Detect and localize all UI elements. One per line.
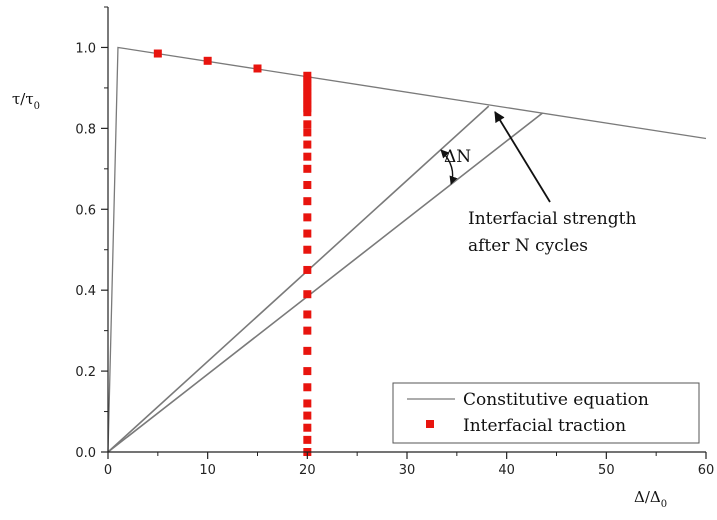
traction-point bbox=[303, 245, 312, 254]
traction-point bbox=[303, 83, 312, 92]
traction-point bbox=[303, 79, 312, 88]
traction-point bbox=[303, 128, 312, 137]
svg-text:Δ/Δ0: Δ/Δ0 bbox=[634, 488, 667, 510]
traction-point bbox=[303, 108, 312, 117]
traction-point bbox=[303, 140, 312, 149]
y-axis-label: τ/τ0 bbox=[12, 90, 40, 112]
x-tick-label: 0 bbox=[104, 463, 112, 478]
legend: Constitutive equation Interfacial tracti… bbox=[392, 382, 700, 444]
traction-point bbox=[303, 96, 312, 105]
traction-point bbox=[303, 181, 312, 189]
traction-point bbox=[303, 104, 312, 113]
traction-point bbox=[303, 152, 312, 161]
traction-point bbox=[303, 265, 312, 274]
series-line-constitutive bbox=[107, 46, 707, 453]
strength-label-line2: after N cycles bbox=[468, 236, 588, 256]
traction-point bbox=[303, 310, 312, 319]
x-tick-label: 40 bbox=[498, 463, 515, 478]
legend-box bbox=[392, 382, 700, 444]
traction-point bbox=[303, 290, 312, 299]
y-tick-label: 0.8 bbox=[75, 122, 96, 137]
traction-point bbox=[303, 213, 312, 222]
strength-pointer-arrow bbox=[494, 111, 551, 203]
x-axis-label: Δ/Δ0 bbox=[634, 488, 667, 510]
x-tick-label: 50 bbox=[598, 463, 615, 478]
traction-point bbox=[303, 75, 312, 84]
traction-point bbox=[303, 346, 312, 355]
traction-point bbox=[303, 423, 312, 432]
traction-point bbox=[303, 326, 312, 335]
traction-point bbox=[303, 87, 312, 96]
y-tick-label: 0.2 bbox=[75, 365, 96, 380]
plot-area bbox=[107, 46, 707, 456]
y-tick-label: 0.0 bbox=[75, 446, 96, 461]
legend-marker-swatch bbox=[426, 420, 434, 428]
traction-point bbox=[253, 64, 262, 73]
traction-point bbox=[303, 399, 312, 408]
y-tick-label: 1.0 bbox=[75, 41, 96, 56]
traction-point bbox=[303, 92, 312, 100]
x-tick-label: 30 bbox=[399, 463, 416, 478]
y-tick-label: 0.4 bbox=[75, 284, 96, 299]
legend-label-constitutive: Constitutive equation bbox=[463, 390, 649, 410]
traction-point bbox=[303, 367, 312, 376]
svg-text:τ/τ0: τ/τ0 bbox=[12, 90, 40, 112]
x-tick-label: 10 bbox=[199, 463, 216, 478]
traction-point bbox=[303, 100, 312, 109]
delta-n-arc bbox=[440, 149, 458, 185]
x-tick-label: 20 bbox=[299, 463, 316, 478]
unloading-line-2 bbox=[107, 112, 544, 453]
traction-point bbox=[303, 197, 312, 206]
traction-point bbox=[303, 229, 312, 238]
unloading-line-1 bbox=[107, 105, 490, 453]
traction-point bbox=[303, 383, 312, 392]
traction-point bbox=[203, 56, 212, 65]
x-tick-label: 60 bbox=[698, 463, 715, 478]
traction-point bbox=[303, 411, 312, 420]
traction-point bbox=[303, 120, 312, 129]
delta-n-label: ΔN bbox=[444, 147, 471, 167]
traction-point bbox=[303, 435, 312, 444]
traction-point bbox=[303, 164, 312, 173]
traction-point bbox=[153, 49, 162, 58]
strength-label-line1: Interfacial strength bbox=[468, 209, 636, 229]
y-tick-label: 0.6 bbox=[75, 203, 96, 218]
axes: 0 10 20 30 40 50 60 0.0 0.2 0.4 0.6 0.8 1.0 bbox=[75, 6, 715, 478]
legend-label-traction: Interfacial traction bbox=[463, 416, 626, 436]
traction-point bbox=[303, 71, 312, 80]
